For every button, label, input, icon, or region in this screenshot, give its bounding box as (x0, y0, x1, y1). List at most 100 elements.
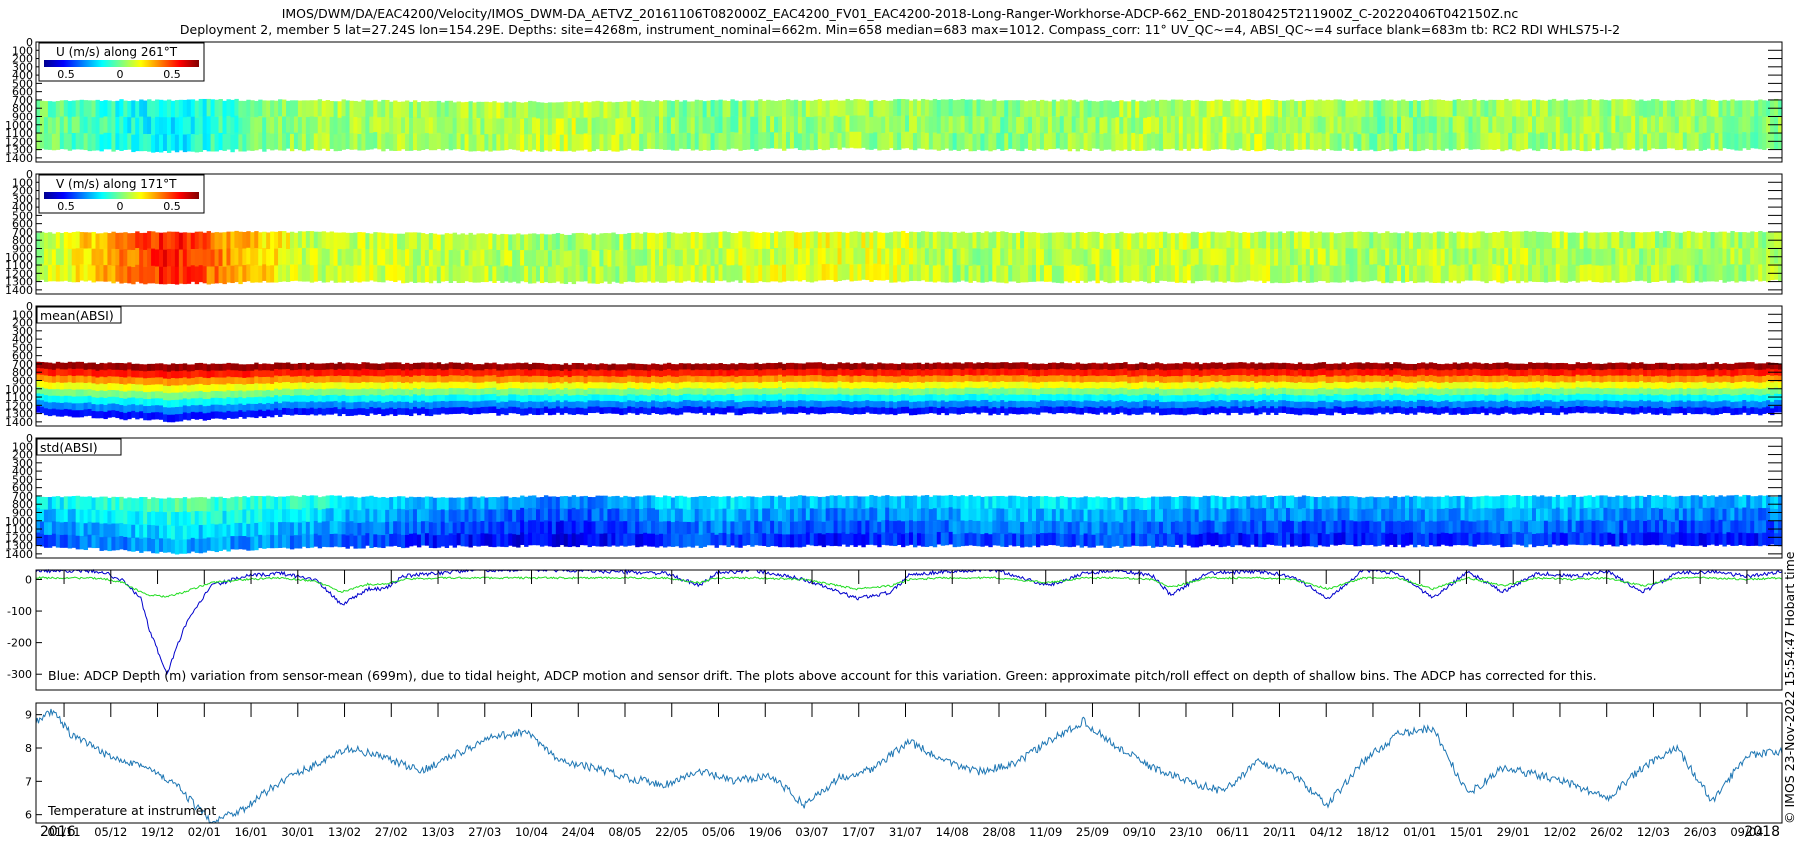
heatmap-cell (190, 232, 196, 250)
heatmap-cell (1766, 100, 1771, 117)
heatmap-cell (952, 231, 958, 250)
heatmap-cell (1024, 375, 1029, 383)
heatmap-cell (623, 133, 628, 151)
heatmap-cell (397, 101, 402, 119)
heatmap-cell (1361, 116, 1366, 134)
heatmap-cell (599, 388, 604, 396)
heatmap-cell (63, 132, 69, 150)
heatmap-cell (682, 369, 688, 376)
heatmap-cell (928, 369, 934, 377)
heatmap-cell (528, 407, 533, 414)
heatmap-cell (964, 393, 969, 401)
heatmap-cell (1694, 232, 1700, 249)
heatmap-cell (599, 233, 604, 251)
heatmap-cell (897, 407, 902, 414)
heatmap-cell (833, 382, 838, 389)
heatmap-cell (1325, 232, 1331, 250)
heatmap-cell (885, 100, 890, 118)
heatmap-cell (234, 411, 239, 419)
heatmap-cell (766, 375, 771, 383)
heatmap-cell (345, 232, 350, 250)
heatmap-cell (583, 370, 588, 378)
heatmap-cell (464, 118, 469, 135)
heatmap-cell (968, 265, 973, 283)
heatmap-cell (416, 369, 422, 377)
heatmap-cell (1694, 132, 1700, 149)
heatmap-cell (1012, 362, 1017, 370)
heatmap-cell (905, 369, 910, 377)
heatmap-cell (365, 402, 370, 410)
heatmap-cell (115, 117, 120, 134)
heatmap-cell (234, 264, 239, 283)
heatmap-cell (968, 133, 973, 152)
heatmap-cell (226, 397, 231, 405)
heatmap-cell (587, 363, 592, 370)
heatmap-cell (1028, 133, 1033, 150)
heatmap-cell (1079, 132, 1084, 150)
heatmap-cell (559, 383, 565, 390)
heatmap-cell (516, 233, 521, 251)
heatmap-cell (916, 394, 922, 402)
heatmap-cell (381, 249, 386, 266)
heatmap-cell (793, 115, 799, 133)
heatmap-cell (412, 394, 418, 401)
heatmap-cell (484, 117, 489, 135)
heatmap-cell (325, 248, 331, 266)
heatmap-cell (714, 116, 719, 134)
heatmap-cell (123, 133, 128, 150)
heatmap-cell (365, 375, 370, 383)
heatmap-cell (1039, 249, 1045, 266)
heatmap-cell (1377, 117, 1382, 135)
heatmap-cell (1103, 401, 1108, 408)
heatmap-cell (95, 397, 100, 405)
heatmap-cell (670, 248, 676, 265)
heatmap-cell (123, 232, 128, 250)
heatmap-cell (726, 133, 731, 150)
heatmap-cell (36, 374, 41, 382)
heatmap-cell (1067, 400, 1073, 407)
heatmap-cell (1127, 101, 1132, 119)
heatmap-cell (456, 388, 461, 395)
heatmap-cell (1480, 247, 1485, 265)
heatmap-cell (1738, 264, 1743, 282)
heatmap-cell (912, 408, 918, 416)
heatmap-cell (785, 394, 791, 402)
heatmap-cell (488, 381, 493, 389)
heatmap-cell (59, 369, 65, 377)
heatmap-cell (333, 117, 338, 135)
heatmap-cell (381, 383, 386, 390)
heatmap-cell (742, 369, 747, 377)
heatmap-cell (218, 398, 223, 406)
heatmap-cell (774, 388, 779, 395)
heatmap-cell (916, 407, 922, 415)
heatmap-cell (579, 369, 585, 377)
heatmap-cell (782, 264, 787, 282)
heatmap-cell (1075, 407, 1081, 415)
heatmap-cell (166, 134, 172, 153)
heatmap-cell (460, 102, 465, 119)
heatmap-cell (1444, 264, 1450, 282)
heatmap-cell (329, 382, 335, 389)
heatmap-cell (242, 384, 247, 392)
heatmap-cell (59, 376, 65, 384)
heatmap-cell (286, 368, 291, 376)
heatmap-cell (849, 363, 854, 371)
heatmap-cell (1357, 101, 1362, 119)
heatmap-cell (174, 399, 180, 408)
heatmap-cell (99, 383, 104, 391)
heatmap-cell (297, 369, 303, 377)
heatmap-cell (873, 376, 878, 383)
heatmap-cell (1032, 100, 1037, 118)
heatmap-cell (1480, 133, 1485, 151)
heatmap-cell (1274, 249, 1279, 266)
heatmap-cell (79, 389, 85, 397)
heatmap-cell (1401, 99, 1406, 117)
heatmap-cell (698, 382, 704, 389)
heatmap-cell (603, 382, 608, 389)
heatmap-cell (1230, 133, 1235, 151)
heatmap-cell (706, 133, 711, 151)
heatmap-cell (694, 264, 700, 282)
heatmap-cell (258, 370, 263, 378)
heatmap-cell (670, 101, 676, 118)
heatmap-cell (464, 375, 469, 382)
